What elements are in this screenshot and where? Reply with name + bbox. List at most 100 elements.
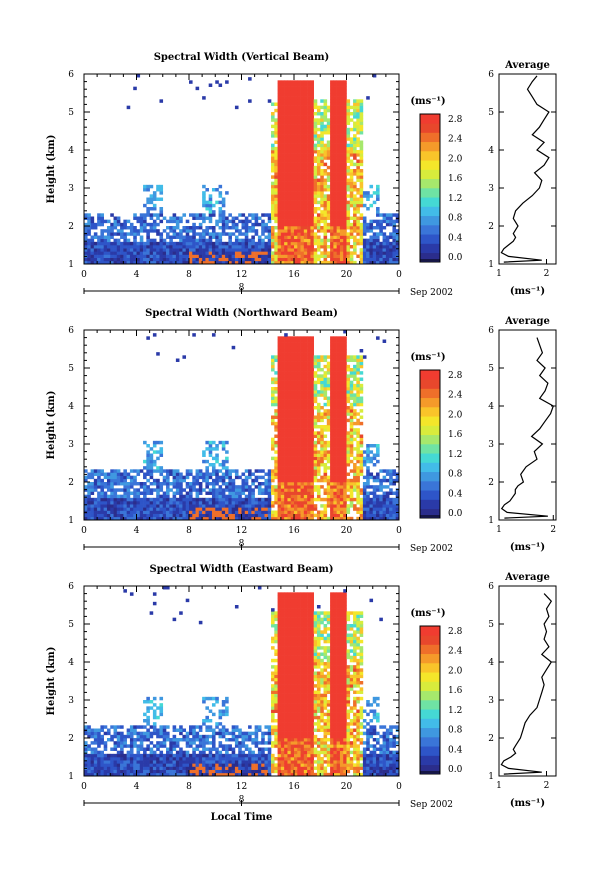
heatmap-cell [366,238,370,243]
heatmap-cell [303,444,308,448]
heatmap-cell [287,507,292,511]
heatmap-cell [343,156,347,160]
heatmap-cell [303,207,308,211]
heatmap-cell [297,80,301,84]
heatmap-cell [274,207,278,211]
heatmap-cell [218,200,223,205]
heatmap-cell [385,507,390,511]
heatmap-cell [123,504,127,508]
heatmap-cell [349,402,354,407]
heatmap-cell [313,143,318,148]
heatmap-cell [271,447,275,451]
heatmap-cell [287,140,292,144]
heatmap-cell [326,482,331,486]
heatmap-cell [156,440,160,445]
heatmap-cell [202,241,206,246]
heatmap-cell [274,459,278,464]
heatmap-cell [369,248,374,252]
heatmap-cell [310,463,314,467]
heatmap-cell [234,488,239,492]
heatmap-cell [294,260,298,265]
heatmap-cell [120,507,124,511]
heatmap-cell [192,478,196,483]
heatmap-cell [323,178,328,182]
heatmap-cell [307,456,311,461]
heatmap-cell [343,86,347,91]
heatmap-cell [300,418,305,423]
heatmap-cell [297,127,301,132]
heatmap-cell [349,188,354,192]
heatmap-cell [333,159,337,163]
heatmap-cell [287,371,292,375]
heatmap-cell [139,516,144,521]
heatmap-cell [369,229,374,233]
heatmap-cell [274,387,278,391]
heatmap-cell [110,232,114,236]
heatmap-cell [202,478,206,483]
heatmap-cell [333,428,337,432]
heatmap-cell [152,245,157,249]
heatmap-cell [271,169,275,173]
heatmap-cell [149,475,154,480]
heatmap-cell [336,172,341,176]
heatmap-cell [356,396,360,400]
heatmap-cell [136,497,141,502]
heatmap-cell [339,245,344,249]
heatmap-cell [280,434,285,438]
heatmap-cell [218,475,223,480]
heatmap-cell [323,216,328,220]
heatmap-cell [133,516,137,521]
heatmap-cell [290,463,295,467]
heatmap-cell [251,251,255,255]
heatmap-cell [192,248,196,252]
heatmap-cell [339,459,344,464]
heatmap-cell [326,251,331,255]
heatmap-cell [103,219,108,224]
heatmap-cell [106,497,111,502]
heatmap-cell [185,235,190,239]
colorbar [419,113,441,263]
heatmap-cell [346,456,351,461]
heatmap-cell [294,336,298,340]
heatmap-cell [297,396,301,400]
heatmap-cell [228,485,232,489]
heatmap-cell [146,459,150,464]
heatmap-cell [330,469,334,473]
heatmap-cell [343,440,347,445]
heatmap-cell [116,219,121,224]
heatmap-cell [277,153,282,157]
heatmap-cell [353,383,357,388]
heatmap-cell [277,194,282,198]
heatmap-cell [323,364,328,369]
heatmap-cell [248,491,252,495]
heatmap-cell [136,469,141,473]
heatmap-cell [284,213,288,217]
heatmap-cell [208,235,213,239]
heatmap-cell [303,86,308,91]
heatmap-cell [139,226,144,230]
heatmap-cell [280,383,285,388]
heatmap-cell [320,245,324,249]
heatmap-cell [271,115,275,119]
heatmap-cell [382,469,387,473]
heatmap-cell [330,488,334,492]
heatmap-cell [280,216,285,220]
heatmap-cell [359,131,364,135]
heatmap-cell [287,478,292,483]
heatmap-cell [303,428,308,432]
heatmap-cell [316,226,321,230]
heatmap-cell [261,241,265,246]
heatmap-cell [90,485,95,489]
heatmap-cell [261,513,265,518]
heatmap-cell [129,254,134,258]
heatmap-cell [241,488,246,492]
heatmap-cell [277,510,282,514]
heatmap-cell [359,229,364,233]
heatmap-cell [215,488,219,492]
heatmap-cell [287,210,292,214]
heatmap-cell [248,245,252,249]
heatmap-cell [149,501,154,505]
heatmap-cell [316,254,321,258]
heatmap-cell [349,146,354,151]
heatmap-cell [113,501,118,505]
